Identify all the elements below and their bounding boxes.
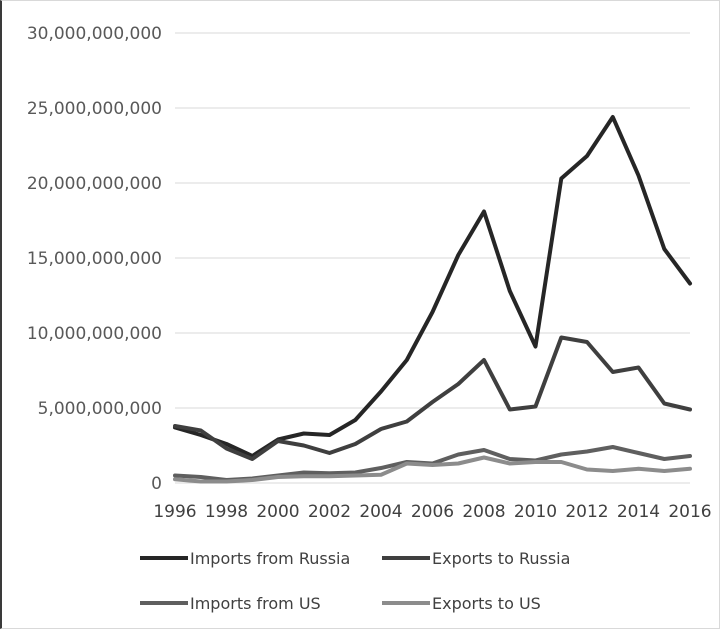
y-tick-label: 15,000,000,000 bbox=[27, 249, 162, 269]
x-tick-label: 1998 bbox=[205, 502, 248, 522]
gridlines bbox=[175, 32, 690, 484]
y-tick-label: 10,000,000,000 bbox=[27, 324, 162, 344]
x-tick-label: 2000 bbox=[256, 502, 299, 522]
legend: Imports from Russia Exports to Russia Im… bbox=[140, 549, 570, 613]
x-tick-label: 2004 bbox=[359, 502, 402, 522]
y-tick-label: 25,000,000,000 bbox=[27, 99, 162, 119]
legend-item-exports-to-us: Exports to US bbox=[382, 594, 541, 613]
legend-item-imports-from-us: Imports from US bbox=[140, 594, 321, 613]
series-lines bbox=[173, 115, 692, 484]
x-tick-label: 2002 bbox=[308, 502, 351, 522]
legend-label: Imports from US bbox=[190, 594, 321, 613]
x-tick-label: 2006 bbox=[411, 502, 454, 522]
x-tick-label: 2012 bbox=[565, 502, 608, 522]
x-axis: 1996 1998 2000 2002 2004 2006 2008 2010 2012 2014… bbox=[153, 502, 711, 522]
x-tick-label: 2016 bbox=[668, 502, 711, 522]
x-tick-label: 2014 bbox=[617, 502, 660, 522]
legend-label: Exports to Russia bbox=[432, 549, 570, 568]
legend-item-imports-from-russia: Imports from Russia bbox=[140, 549, 350, 568]
y-tick-label: 30,000,000,000 bbox=[27, 24, 162, 44]
series-line-exports-to-us bbox=[173, 455, 692, 484]
y-tick-label: 5,000,000,000 bbox=[38, 399, 162, 419]
legend-item-exports-to-russia: Exports to Russia bbox=[382, 549, 570, 568]
series-line-imports-from-russia bbox=[173, 115, 692, 458]
legend-label: Exports to US bbox=[432, 594, 541, 613]
x-tick-label: 2010 bbox=[514, 502, 557, 522]
y-tick-label: 20,000,000,000 bbox=[27, 174, 162, 194]
legend-label: Imports from Russia bbox=[190, 549, 350, 568]
x-tick-label: 1996 bbox=[153, 502, 196, 522]
y-tick-label: 0 bbox=[151, 474, 162, 494]
series-line-exports-to-russia bbox=[173, 335, 692, 461]
y-axis: 0 5,000,000,000 10,000,000,000 15,000,000,0… bbox=[27, 24, 162, 494]
x-tick-label: 2008 bbox=[462, 502, 505, 522]
